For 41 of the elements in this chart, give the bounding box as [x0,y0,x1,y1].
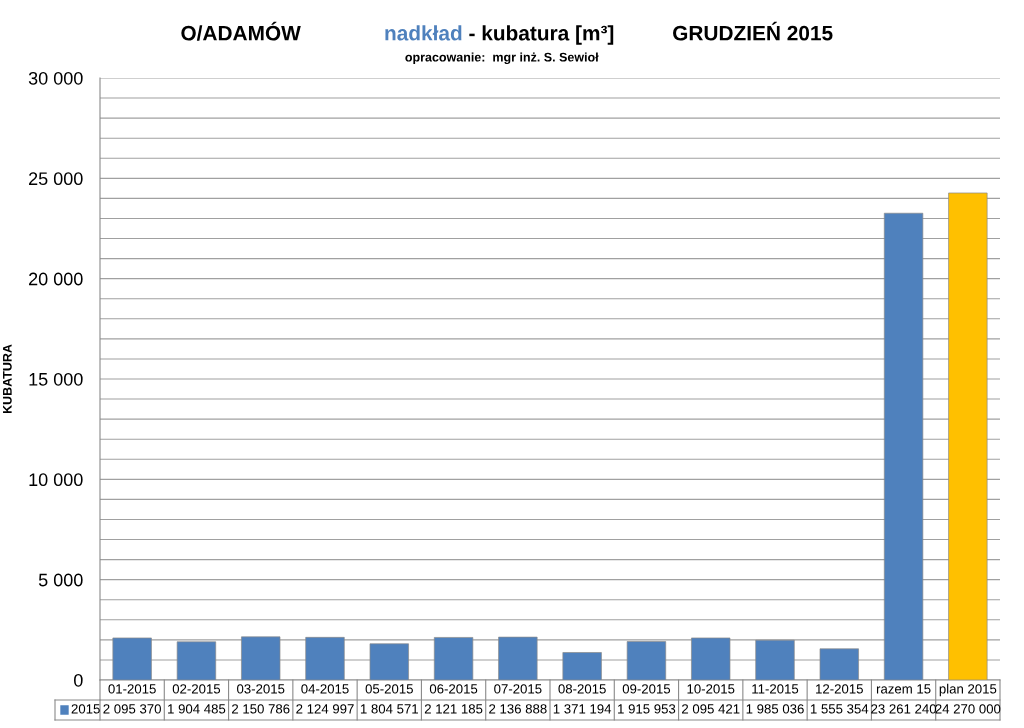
x-tick-label: 07-2015 [494,684,542,694]
text: O/ADAMÓW [181,21,301,41]
text: 2 150 786 [232,704,290,714]
legend-label: 2015 [71,704,100,714]
x-tick-label: 04-2015 [301,684,349,694]
y-tick-label: 15 000 [29,372,83,386]
text: opracowanie: mgr inż. S. Sewioł [405,52,599,65]
text: 1 371 194 [553,704,612,714]
y-tick-label: 5 000 [38,573,83,587]
text: GRUDZIEŃ 2015 [673,21,833,41]
x-tick-label: 11-2015 [752,684,799,694]
x-tick-label: 09-2015 [622,684,671,694]
text: 1 904 485 [168,704,226,714]
x-tick-label: plan 2015 [939,683,997,697]
chart-title: nadkład - kubatura [m³] [385,25,614,45]
x-tick-label: 05-2015 [365,684,413,694]
text: 2 136 888 [489,704,547,714]
text: 1 555 354 [810,704,869,714]
y-tick-label: 25 000 [29,172,83,186]
x-tick-label: 12-2015 [816,684,863,694]
text: 1 915 953 [618,704,676,714]
text: 24 270 000 [935,704,1001,714]
text: 1 804 571 [360,704,418,714]
text: 2 095 421 [682,704,740,714]
text: 2 121 185 [424,704,483,714]
x-tick-label: 03-2015 [237,684,285,694]
y-axis-title: KUBATURA [3,344,12,414]
y-tick-label: 0 [74,673,83,687]
text: 1 985 036 [746,704,804,714]
y-tick-label: 10 000 [29,473,83,487]
x-tick-label: 06-2015 [429,684,478,694]
x-tick-label: 08-2015 [558,684,606,694]
x-tick-label: 10-2015 [687,684,735,694]
x-tick-label: razem 15 [876,684,931,694]
text: 2 095 370 [103,704,161,714]
x-tick-label: 01-2015 [108,684,156,694]
text: 23 261 240 [871,704,937,714]
y-tick-label: 20 000 [29,272,83,286]
text: 2 124 997 [296,704,354,714]
x-tick-label: 02-2015 [172,684,221,694]
y-tick-label: 30 000 [28,71,83,85]
